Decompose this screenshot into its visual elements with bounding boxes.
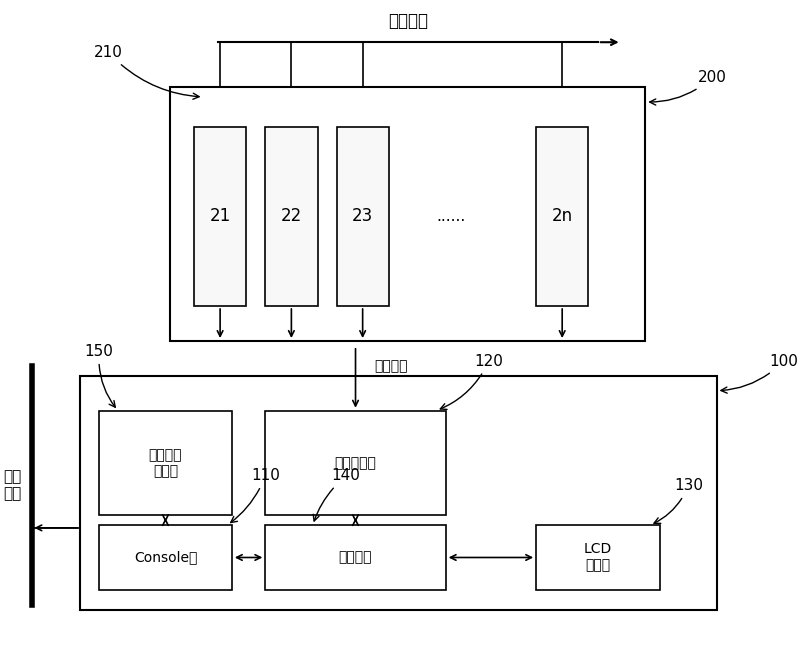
Text: 210: 210 <box>94 45 199 99</box>
Text: 110: 110 <box>230 468 280 523</box>
Text: 130: 130 <box>654 478 703 523</box>
Text: LCD
显示器: LCD 显示器 <box>584 543 612 572</box>
Text: 120: 120 <box>440 354 503 410</box>
Text: 200: 200 <box>650 70 726 105</box>
Text: 专用检测口: 专用检测口 <box>334 456 377 470</box>
Text: 系统总线: 系统总线 <box>388 12 428 30</box>
Text: 通信
信道: 通信 信道 <box>2 469 21 501</box>
Text: 100: 100 <box>721 354 798 393</box>
FancyBboxPatch shape <box>266 525 446 590</box>
Text: 非易失性
存储器: 非易失性 存储器 <box>149 448 182 478</box>
FancyBboxPatch shape <box>266 411 446 515</box>
Text: 22: 22 <box>281 207 302 225</box>
FancyBboxPatch shape <box>536 525 659 590</box>
FancyBboxPatch shape <box>536 127 588 306</box>
Text: 2n: 2n <box>552 207 573 225</box>
Text: 21: 21 <box>210 207 230 225</box>
FancyBboxPatch shape <box>99 411 232 515</box>
FancyBboxPatch shape <box>194 127 246 306</box>
FancyBboxPatch shape <box>80 376 717 610</box>
Text: 23: 23 <box>352 207 374 225</box>
FancyBboxPatch shape <box>337 127 389 306</box>
Text: 检测接口: 检测接口 <box>374 359 408 373</box>
FancyBboxPatch shape <box>99 525 232 590</box>
Text: 140: 140 <box>314 468 361 521</box>
FancyBboxPatch shape <box>170 87 646 341</box>
Text: 控制单元: 控制单元 <box>338 550 372 565</box>
Text: ......: ...... <box>436 209 465 224</box>
Text: 150: 150 <box>85 344 115 407</box>
Text: Console口: Console口 <box>134 550 197 565</box>
FancyBboxPatch shape <box>266 127 318 306</box>
